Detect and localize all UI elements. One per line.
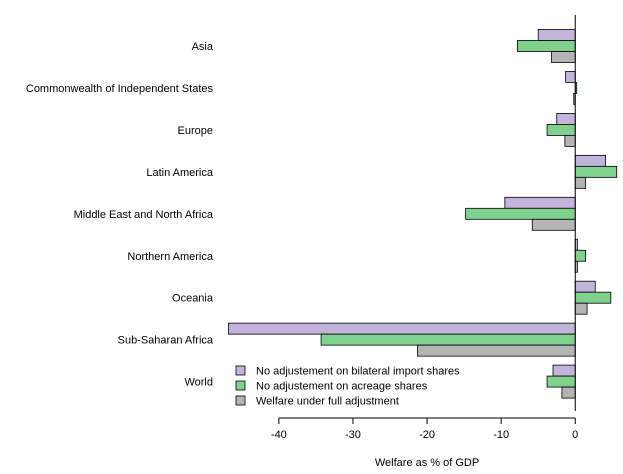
bar [228, 322, 576, 335]
x-tick-label: -30 [345, 429, 361, 441]
bar [551, 51, 576, 63]
category-label: Sub-Saharan Africa [118, 335, 214, 347]
category-label: Europe [178, 125, 213, 137]
bar [417, 344, 576, 357]
category-label: Latin America [146, 167, 214, 179]
category-label: Oceania [172, 293, 214, 305]
bar [320, 333, 576, 346]
bar [546, 124, 576, 136]
legend-swatch [235, 365, 246, 376]
bar [561, 386, 576, 399]
legend: No adjustement on bilateral import share… [235, 365, 460, 408]
x-tick-label: -10 [493, 429, 509, 441]
bar [546, 375, 576, 388]
legend-label: No adjustement on bilateral import share… [256, 366, 460, 378]
x-axis-title: Welfare as % of GDP [375, 457, 479, 469]
x-tick-label: 0 [572, 429, 578, 441]
legend-swatch [235, 380, 246, 391]
bar [504, 196, 576, 209]
category-label: World [184, 377, 213, 389]
bar [574, 154, 607, 167]
category-label: Northern America [127, 251, 213, 263]
category-label: Commonwealth of Independent States [26, 83, 214, 95]
category-label: Asia [192, 41, 214, 53]
category-label: Middle East and North Africa [74, 209, 214, 221]
bars-group [228, 29, 618, 399]
bar [574, 176, 587, 189]
legend-label: No adjustement on acreage shares [256, 381, 428, 393]
bar [465, 207, 576, 220]
legend-label: Welfare under full adjustment [256, 396, 399, 408]
bar [574, 165, 618, 178]
bar [574, 291, 612, 304]
bar [565, 71, 576, 83]
x-tick-label: -40 [271, 429, 287, 441]
x-axis: -40 -30 -20 -10 0 [271, 417, 578, 441]
bar [574, 280, 596, 293]
bar [537, 29, 576, 41]
legend-swatch [235, 395, 246, 406]
bar [556, 113, 576, 125]
category-labels: Asia Commonwealth of Independent States Eu… [26, 41, 214, 389]
bar [531, 218, 576, 231]
bar [517, 40, 576, 52]
bar [552, 364, 576, 377]
bar [564, 134, 576, 147]
bar [574, 249, 587, 262]
x-tick-label: -20 [419, 429, 435, 441]
bar [574, 302, 588, 315]
